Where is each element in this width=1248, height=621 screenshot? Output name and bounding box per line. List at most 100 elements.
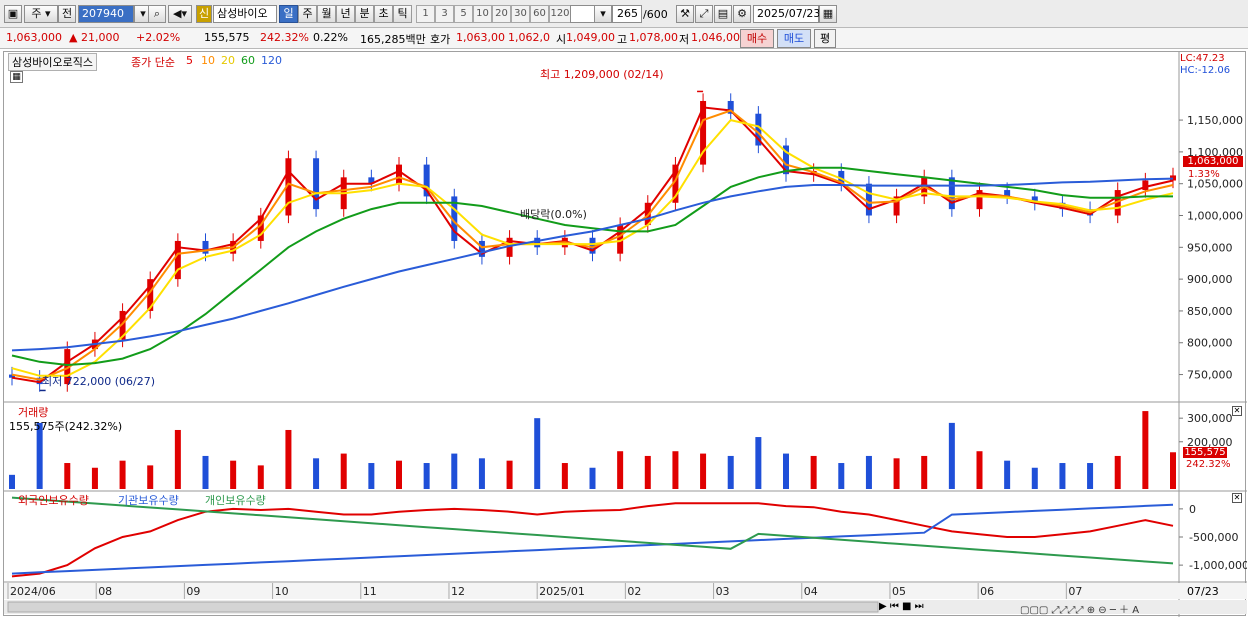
scroll-nav-controls[interactable]: ▶ ⏮ ■ ⏭ — [879, 601, 924, 612]
period-tab-4[interactable]: 분 — [355, 5, 374, 23]
calendar-icon[interactable]: ▦ — [819, 5, 837, 23]
minute-tab-1[interactable]: 1 — [416, 5, 435, 23]
volume-bar-18 — [506, 460, 513, 489]
candle-body-22 — [617, 225, 624, 254]
volume-bar-8 — [230, 460, 237, 489]
unit-dropdown-icon[interactable]: ▾ — [594, 5, 612, 23]
high-price: 1,078,00 — [629, 31, 678, 44]
volume-bar-39 — [1087, 463, 1094, 489]
individual-legend[interactable]: 개인보유수량 — [205, 494, 266, 507]
volume-bar-26 — [727, 455, 734, 489]
ma-line-120 — [11, 177, 1174, 352]
ma5-legend[interactable]: 5 — [186, 54, 193, 67]
prev-button[interactable]: 전 — [58, 5, 76, 23]
minute-tab-3[interactable]: 3 — [435, 5, 454, 23]
save-icon[interactable]: ▤ — [714, 5, 732, 23]
minute-tab-60[interactable]: 60 — [530, 5, 549, 23]
candle-body-41 — [1142, 180, 1149, 191]
x-tick-label-2: 09 — [186, 585, 200, 598]
candle-body-7 — [202, 240, 209, 254]
ma60-legend[interactable]: 60 — [241, 54, 255, 67]
volume-bar-1 — [36, 422, 43, 489]
volume-bar-41 — [1142, 411, 1149, 489]
minute-tab-120[interactable]: 120 — [549, 5, 571, 23]
volume-panel-title: 거래량 — [18, 406, 49, 419]
minute-tab-20[interactable]: 20 — [492, 5, 511, 23]
chart-type-icon[interactable]: ⚒ — [676, 5, 694, 23]
volume-bar-16 — [451, 453, 458, 489]
institution-legend[interactable]: 기관보유수량 — [118, 494, 179, 507]
candle-body-10 — [285, 158, 292, 216]
x-tick-label-3: 10 — [275, 585, 289, 598]
volume-bar-5 — [147, 465, 154, 489]
x-tick-label-8: 03 — [716, 585, 730, 598]
price-ytick-label-2: 850,000 — [1187, 305, 1233, 318]
minute-tab-5[interactable]: 5 — [454, 5, 473, 23]
ma10-legend[interactable]: 10 — [201, 54, 215, 67]
ask-label: 호가 — [430, 33, 451, 46]
volume-bar-32 — [893, 458, 900, 489]
volume-bar-13 — [368, 463, 375, 489]
period-tab-0[interactable]: 일 — [279, 5, 298, 23]
volume-value: 155,575 — [204, 31, 250, 44]
period-tab-3[interactable]: 년 — [336, 5, 355, 23]
sell-button[interactable]: 매도 — [777, 29, 811, 48]
price-change: ▲ 21,000 — [69, 31, 120, 44]
ma-legend-prefix: 종가 단순 — [131, 56, 175, 69]
eval-button[interactable]: 평 — [814, 29, 836, 48]
price-ytick-label-8: 1,150,000 — [1187, 114, 1243, 127]
period-tab-2[interactable]: 월 — [317, 5, 336, 23]
period-tab-6[interactable]: 틱 — [393, 5, 412, 23]
date-input[interactable]: 2025/07/23 — [753, 5, 820, 23]
volume-bar-28 — [783, 453, 789, 489]
search-icon[interactable]: ⌕ — [148, 5, 166, 23]
count-max: /600 — [643, 8, 668, 21]
volume-bar-27 — [755, 437, 762, 489]
candle-body-36 — [1004, 190, 1011, 197]
candle-body-28 — [783, 145, 789, 175]
close-volume-panel-icon[interactable]: ✕ — [1232, 406, 1242, 416]
candle-body-5 — [147, 279, 154, 311]
institution-holding-line — [11, 503, 1174, 575]
ma20-legend[interactable]: 20 — [221, 54, 235, 67]
ma-line-10 — [11, 109, 1174, 381]
ma120-legend[interactable]: 120 — [261, 54, 282, 67]
draw-tool-icon[interactable]: ⤢ — [695, 5, 713, 23]
period-tab-1[interactable]: 주 — [298, 5, 317, 23]
price-ytick-label-7: 1,100,000 — [1187, 146, 1243, 159]
candle-body-24 — [672, 164, 679, 203]
open-label: 시 — [556, 33, 567, 46]
period-tab-5[interactable]: 초 — [374, 5, 393, 23]
sound-icon[interactable]: ◀▾ — [168, 5, 192, 23]
stock-name-tab[interactable]: 삼성바이오로직스 — [8, 53, 97, 71]
low-price: 1,046,00 — [691, 31, 740, 44]
candle-body-16 — [451, 196, 458, 241]
volume-ratio: 242.32% — [260, 31, 309, 44]
grid-toggle-icon[interactable]: ▦ — [10, 71, 23, 83]
current-pct-tag: 1.33% — [1188, 169, 1220, 180]
x-tick-label-7: 02 — [627, 585, 641, 598]
candle-body-4 — [119, 310, 126, 340]
volume-bar-36 — [1004, 460, 1011, 489]
view-tool-icons[interactable]: ▢▢▢ ⤢⤢⤢⤢ ⊕ ⊖ ─ ＋ A — [1020, 605, 1140, 616]
window-menu-icon[interactable]: ▣ — [4, 5, 22, 23]
volume-bar-29 — [810, 455, 817, 489]
close-holding-panel-icon[interactable]: ✕ — [1232, 493, 1242, 503]
volume-bar-3 — [91, 467, 98, 489]
foreign-legend[interactable]: 외국인보유수량 — [18, 494, 89, 507]
x-tick-label-6: 2025/01 — [539, 585, 585, 598]
volume-bar-2 — [64, 463, 71, 489]
minute-tab-10[interactable]: 10 — [473, 5, 492, 23]
scrollbar-thumb — [7, 601, 879, 613]
settings-gear-icon[interactable]: ⚙ — [733, 5, 751, 23]
buy-button[interactable]: 매수 — [740, 29, 774, 48]
current-price: 1,063,000 — [6, 31, 62, 44]
count-input[interactable]: 265 — [612, 5, 642, 23]
volume-bar-34 — [948, 422, 955, 489]
stock-code-input[interactable]: 207940 — [78, 5, 134, 23]
chart-area[interactable]: 750,000 800,000 850,000 900,000 950,000 1,000… — [3, 51, 1248, 617]
minute-tab-30[interactable]: 30 — [511, 5, 530, 23]
stock-name-field[interactable]: 삼성바이오 — [213, 5, 277, 23]
period-option-select[interactable]: 주 ▾ — [24, 5, 58, 23]
